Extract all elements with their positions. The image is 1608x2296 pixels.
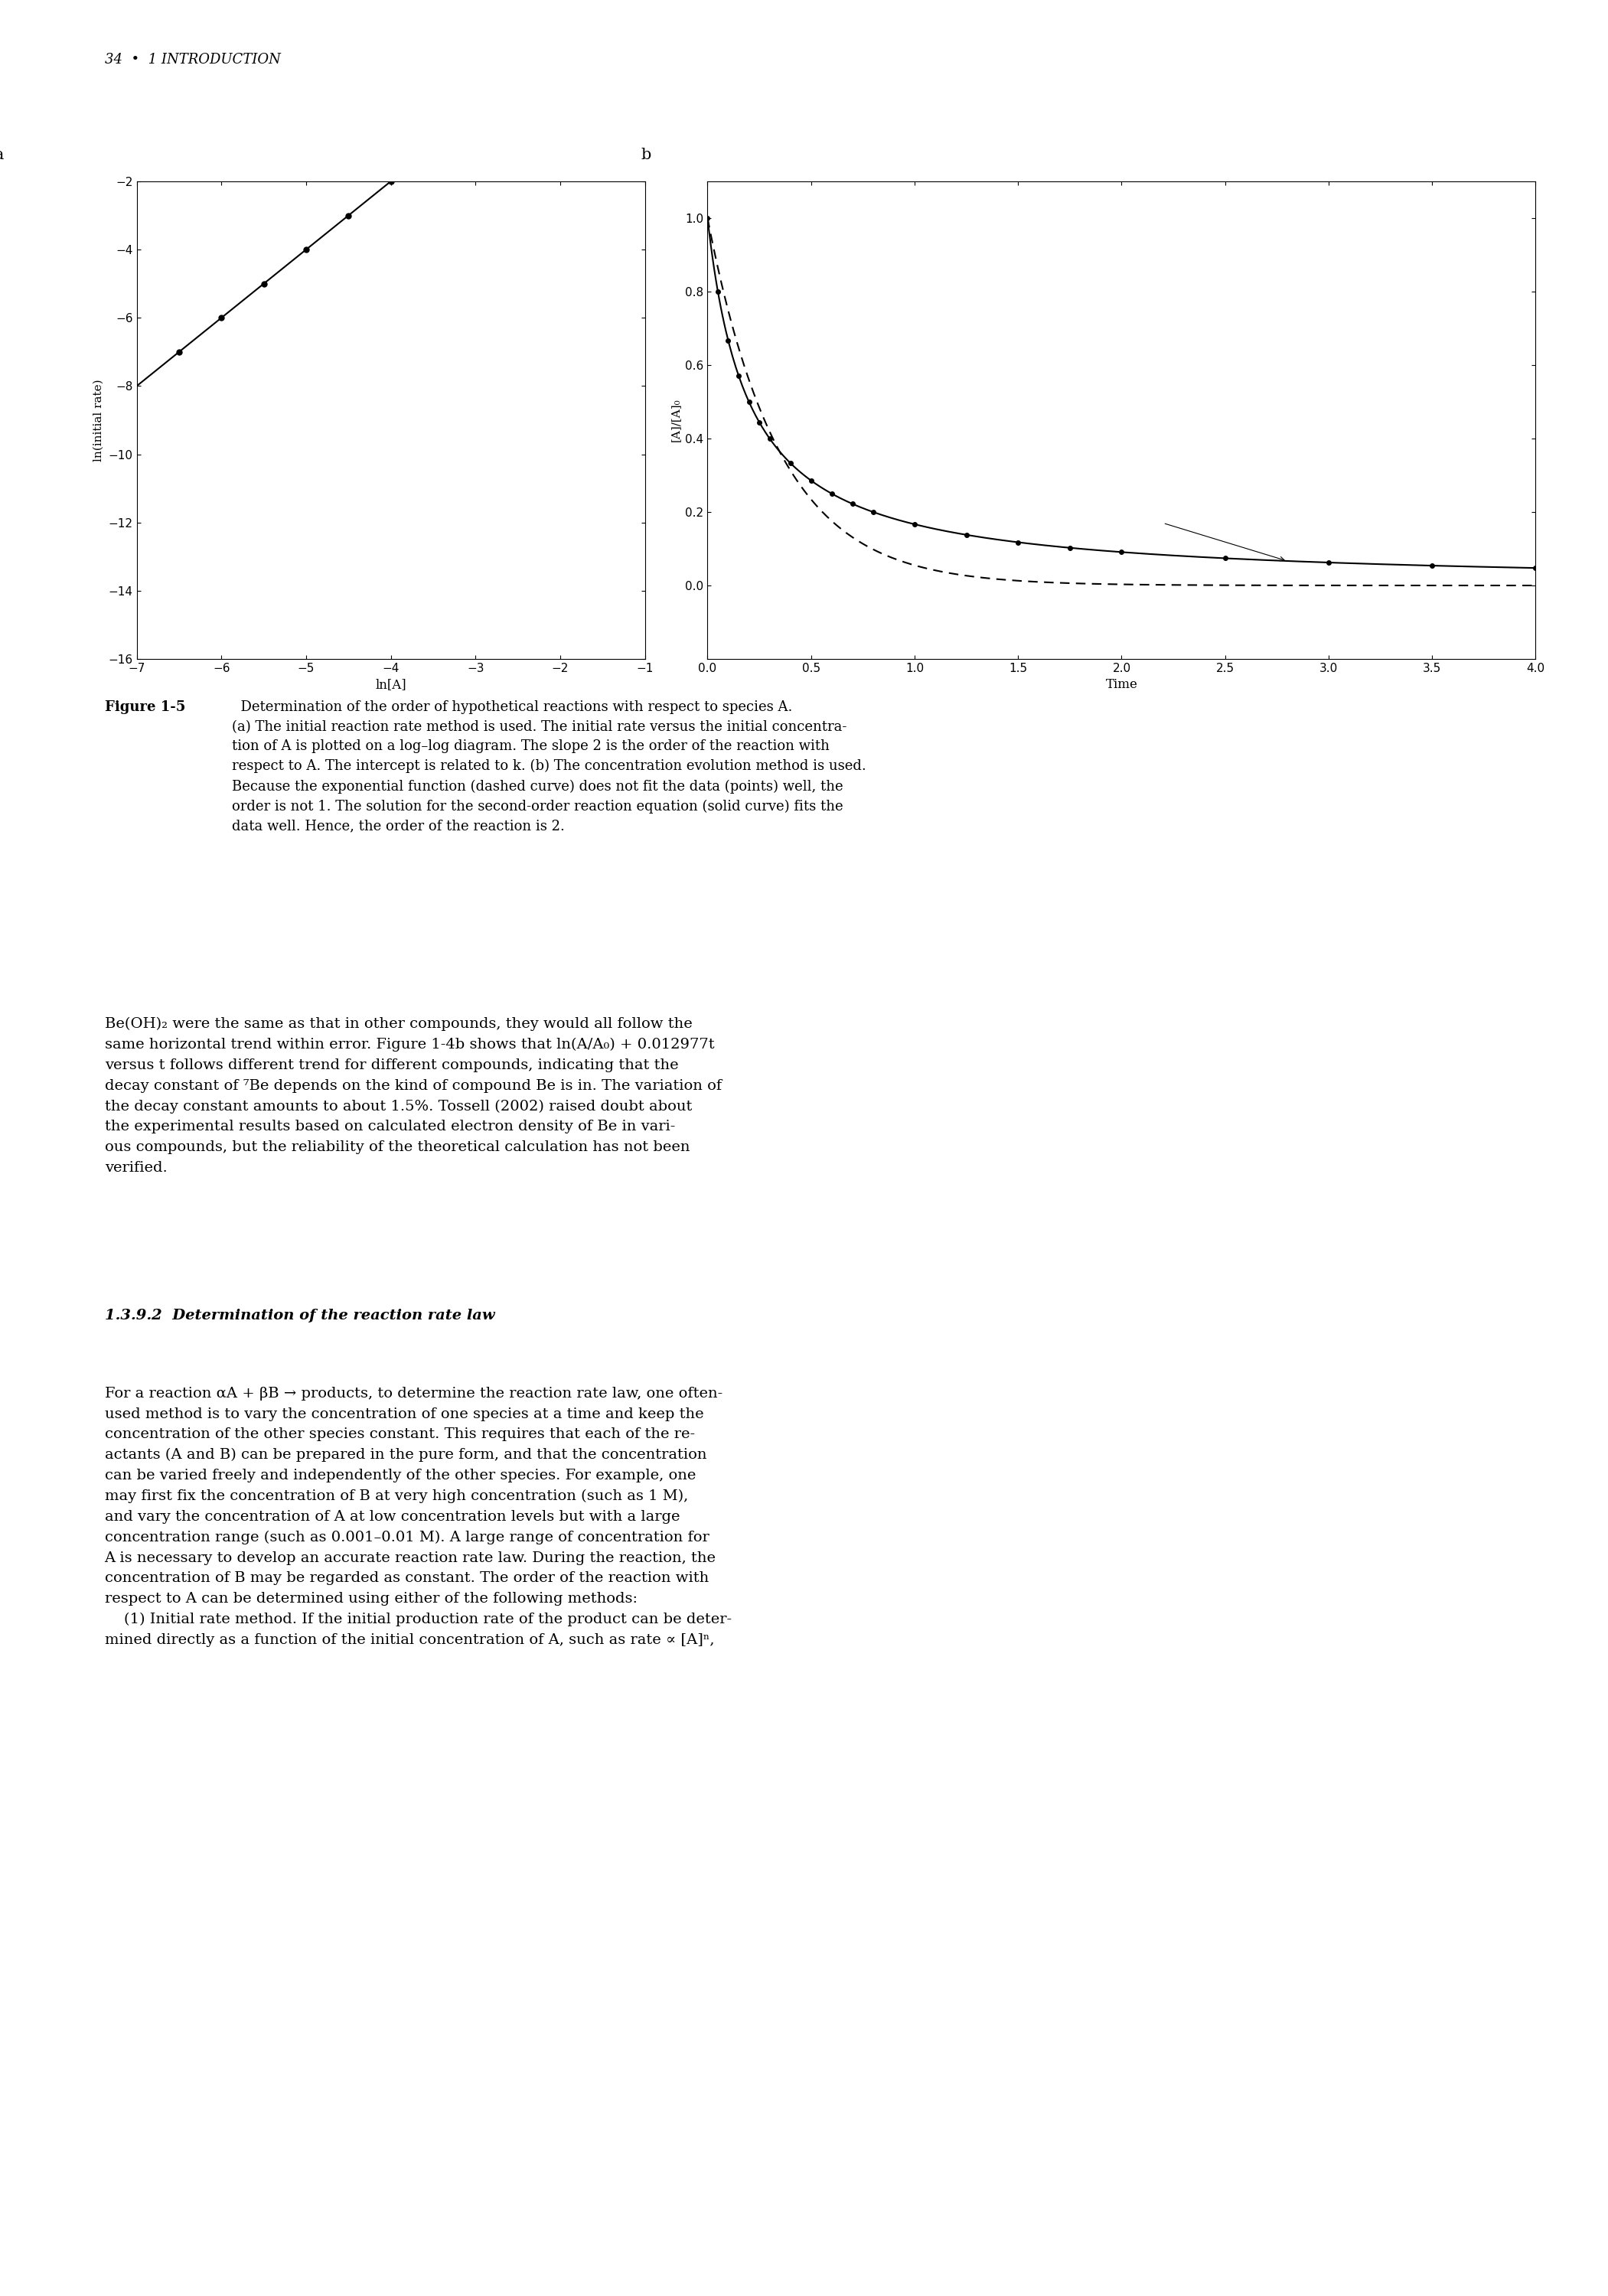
Text: 34  •  1 INTRODUCTION: 34 • 1 INTRODUCTION xyxy=(105,53,280,67)
Text: Determination of the order of hypothetical reactions with respect to species A.
: Determination of the order of hypothetic… xyxy=(232,700,865,833)
Text: b: b xyxy=(642,147,651,163)
Text: a: a xyxy=(0,147,3,163)
Y-axis label: ln(initial rate): ln(initial rate) xyxy=(93,379,105,461)
Text: Be(OH)₂ were the same as that in other compounds, they would all follow the
same: Be(OH)₂ were the same as that in other c… xyxy=(105,1017,722,1176)
Text: For a reaction αA + βB → products, to determine the reaction rate law, one often: For a reaction αA + βB → products, to de… xyxy=(105,1387,732,1646)
Text: 1.3.9.2  Determination of the reaction rate law: 1.3.9.2 Determination of the reaction ra… xyxy=(105,1309,495,1322)
Text: Figure 1-5: Figure 1-5 xyxy=(105,700,185,714)
X-axis label: Time: Time xyxy=(1106,677,1137,691)
X-axis label: ln[A]: ln[A] xyxy=(375,677,407,691)
Y-axis label: [A]/[A]₀: [A]/[A]₀ xyxy=(671,400,680,441)
